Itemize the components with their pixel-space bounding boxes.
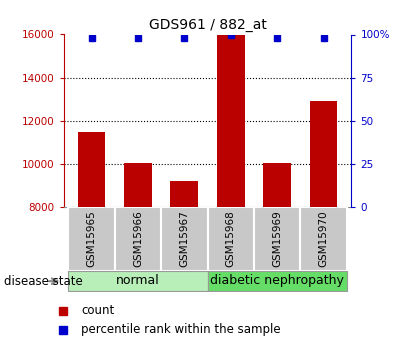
Bar	[171, 181, 198, 207]
Text: percentile rank within the sample: percentile rank within the sample	[81, 323, 281, 336]
Bar	[309, 101, 337, 207]
Bar	[68, 207, 115, 271]
Bar	[208, 207, 254, 271]
Bar	[78, 131, 106, 207]
Bar	[300, 207, 347, 271]
Text: diabetic nephropathy: diabetic nephropathy	[210, 274, 344, 287]
Bar	[263, 163, 291, 207]
Text: GSM15967: GSM15967	[179, 210, 189, 267]
Text: GSM15965: GSM15965	[87, 210, 97, 267]
Bar	[115, 207, 161, 271]
Bar	[217, 34, 245, 207]
Text: GSM15969: GSM15969	[272, 210, 282, 267]
Bar	[208, 271, 347, 291]
Title: GDS961 / 882_at: GDS961 / 882_at	[149, 18, 266, 32]
Text: GSM15970: GSM15970	[319, 210, 328, 267]
Bar	[68, 271, 208, 291]
Text: normal: normal	[116, 274, 160, 287]
Text: GSM15968: GSM15968	[226, 210, 236, 267]
Bar	[124, 163, 152, 207]
Text: count: count	[81, 304, 114, 317]
Text: disease state: disease state	[4, 275, 83, 288]
Text: GSM15966: GSM15966	[133, 210, 143, 267]
Bar	[254, 207, 300, 271]
Bar	[161, 207, 208, 271]
